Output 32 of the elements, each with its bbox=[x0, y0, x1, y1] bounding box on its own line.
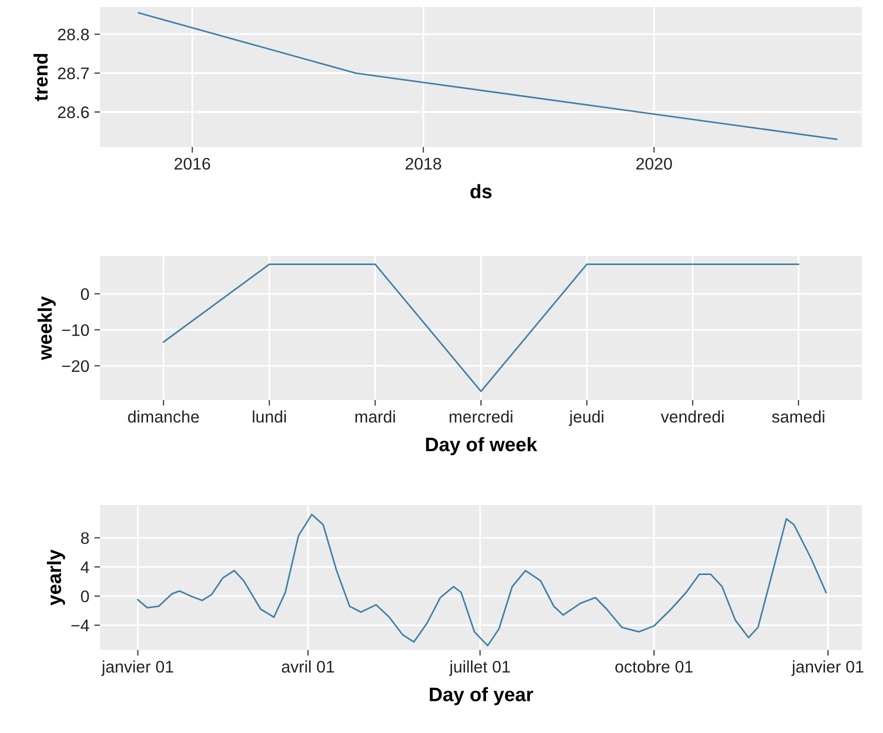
x-tick-label: 2020 bbox=[636, 158, 672, 170]
y-axis-title: yearly bbox=[46, 549, 66, 606]
x-tick-label: janvier 01 bbox=[791, 660, 864, 676]
x-tick-label: samedi bbox=[772, 410, 824, 423]
x-tick-label: juillet 01 bbox=[449, 660, 510, 676]
y-tick-label: 8 bbox=[81, 532, 89, 544]
x-tick-label: 2018 bbox=[406, 158, 442, 170]
y-axis-title: trend bbox=[33, 54, 48, 102]
y-axis-title: weekly bbox=[38, 296, 56, 360]
line-series bbox=[137, 514, 827, 646]
y-tick-label: 0 bbox=[80, 590, 89, 602]
y-tick-label: 4 bbox=[80, 562, 90, 573]
x-tick-label: dimanche bbox=[128, 410, 199, 423]
x-tick-label: octobre 01 bbox=[615, 660, 693, 673]
x-tick-label: 2016 bbox=[174, 158, 210, 170]
x-tick-label: mardi bbox=[355, 410, 395, 423]
y-tick-label: −10 bbox=[62, 324, 89, 336]
y-tick-label: 0 bbox=[80, 288, 89, 300]
y-tick-label: 28.6 bbox=[58, 106, 89, 118]
x-tick-label: avril 01 bbox=[282, 660, 334, 673]
x-tick-label: jeudi bbox=[568, 410, 604, 426]
y-tick-label: −4 bbox=[71, 620, 90, 632]
x-axis-title: Day of week bbox=[426, 437, 538, 456]
y-tick-label: 28.8 bbox=[58, 28, 89, 40]
y-tick-label: 28.7 bbox=[58, 68, 89, 80]
x-tick-label: lundi bbox=[252, 410, 286, 423]
x-axis-title: Day of year bbox=[430, 687, 534, 706]
x-tick-label: mercredi bbox=[450, 410, 512, 423]
x-axis-title: ds bbox=[470, 184, 492, 198]
x-tick-label: janvier 01 bbox=[101, 660, 174, 676]
x-tick-label: vendredi bbox=[660, 410, 724, 423]
y-tick-label: −20 bbox=[62, 360, 89, 372]
